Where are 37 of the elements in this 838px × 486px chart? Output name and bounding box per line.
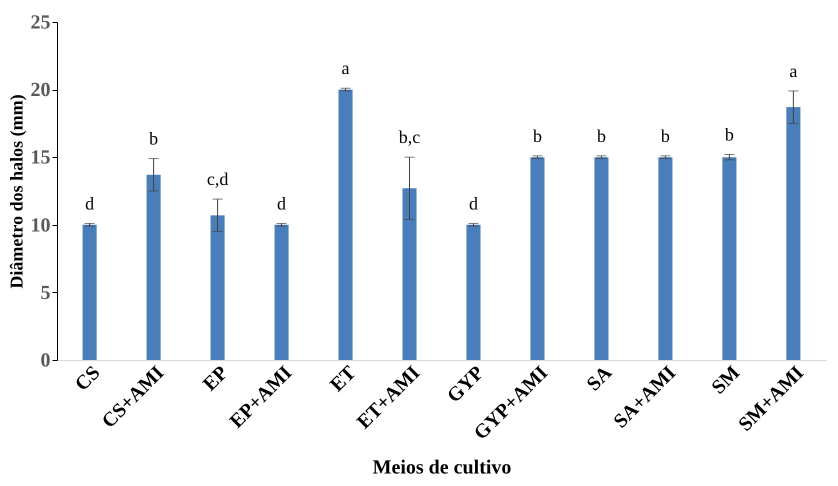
annotation: b,c (398, 127, 420, 148)
annotation: c,d (206, 169, 228, 190)
x-axis-title: Meios de cultivo (372, 456, 512, 479)
annotation: d (468, 193, 478, 214)
bar (338, 90, 353, 360)
y-axis-title: Diâmetro dos halos (mm) (6, 94, 26, 289)
annotation: b (724, 124, 734, 144)
bar (466, 224, 481, 360)
bar (210, 215, 225, 360)
bar (594, 157, 608, 360)
y-tick-label: 10 (30, 214, 50, 236)
x-tick-label: EP (198, 362, 232, 396)
bar (402, 188, 417, 360)
x-tick-label: CS (70, 362, 104, 396)
bar (146, 174, 161, 360)
annotation: b (149, 128, 158, 149)
annotation: a (342, 58, 350, 78)
y-tick-label: 5 (40, 282, 50, 304)
y-tick-label: 0 (40, 350, 50, 372)
bar (82, 224, 97, 360)
annotation: d (85, 193, 94, 214)
bar (722, 157, 736, 360)
bar (786, 107, 800, 360)
annotation: b (532, 126, 542, 146)
annotation: b (660, 126, 670, 146)
y-tick-label: 20 (30, 79, 50, 102)
x-tick-label: ET (326, 361, 361, 396)
x-tick-label: SA (582, 361, 617, 396)
bar (530, 157, 544, 360)
annotation: a (789, 60, 798, 81)
x-tick-label: SM (707, 362, 744, 399)
annotation: d (277, 193, 286, 214)
bar (658, 157, 672, 360)
bar (274, 224, 289, 360)
annotation: b (596, 126, 606, 146)
y-tick-label: 25 (30, 12, 50, 34)
y-tick-label: 15 (30, 146, 50, 169)
